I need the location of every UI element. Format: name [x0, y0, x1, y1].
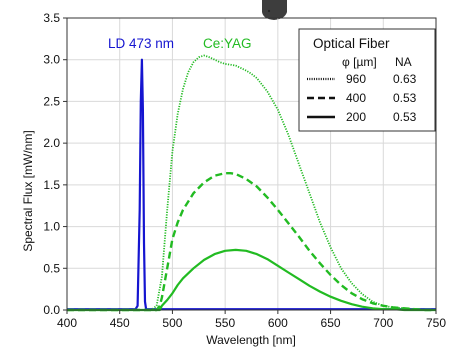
legend-phi-value: 400: [346, 91, 366, 105]
y-tick-label: 2.5: [43, 94, 60, 108]
y-tick-label: 0.5: [43, 261, 60, 275]
x-tick-label: 650: [321, 316, 341, 330]
x-tick-label: 500: [162, 316, 182, 330]
x-tick-label: 600: [268, 316, 288, 330]
phosphor-annotation: Ce:YAG: [203, 36, 252, 51]
x-tick-label: 700: [373, 316, 393, 330]
plot-frame: [66, 17, 437, 311]
x-tick-label: 550: [215, 316, 235, 330]
y-tick-label: 1.5: [43, 178, 60, 192]
y-tick-label: 3.0: [43, 53, 60, 67]
legend-phi-header: φ [µm]: [342, 55, 377, 69]
x-tick-label: 400: [57, 316, 77, 330]
ticks: 400 450 500 550 600 650 700 750 0.0 0.5 1.0 1.5 2.0 2…: [43, 11, 446, 330]
y-tick-label: 0.0: [43, 303, 60, 317]
x-tick-label: 750: [426, 316, 446, 330]
legend-entries: 960 0.63 400 0.53 200 0.53: [307, 72, 417, 124]
y-tick-label: 3.5: [43, 11, 60, 25]
legend: Optical Fiber φ [µm] NA 960 0.63 400 0.53 20…: [298, 28, 436, 132]
series-layer: [67, 54, 436, 312]
legend-na-value: 0.63: [393, 72, 417, 86]
y-tick-label: 1.0: [43, 220, 60, 234]
x-axis-label: Wavelength [nm]: [206, 333, 296, 347]
phosphor-dashed-series-line: [67, 171, 436, 312]
y-tick-label: 2.0: [43, 136, 60, 150]
laser-annotation: LD 473 nm: [108, 36, 174, 51]
x-tick-label: 450: [110, 316, 130, 330]
legend-phi-value: 960: [346, 72, 366, 86]
legend-na-header: NA: [395, 55, 412, 69]
phosphor-dotted-series-line: [67, 54, 436, 311]
phosphor-solid-series-line: [67, 248, 436, 312]
legend-title: Optical Fiber: [313, 36, 390, 51]
corner-object-graphic: [262, 0, 287, 20]
laser-solid-series-line: [67, 58, 436, 311]
corner-dot-graphic: [267, 9, 271, 13]
y-axis-label: Spectral Flux [mW/nm]: [21, 130, 35, 251]
legend-phi-value: 200: [346, 110, 366, 124]
legend-na-value: 0.53: [393, 110, 417, 124]
legend-na-value: 0.53: [393, 91, 417, 105]
